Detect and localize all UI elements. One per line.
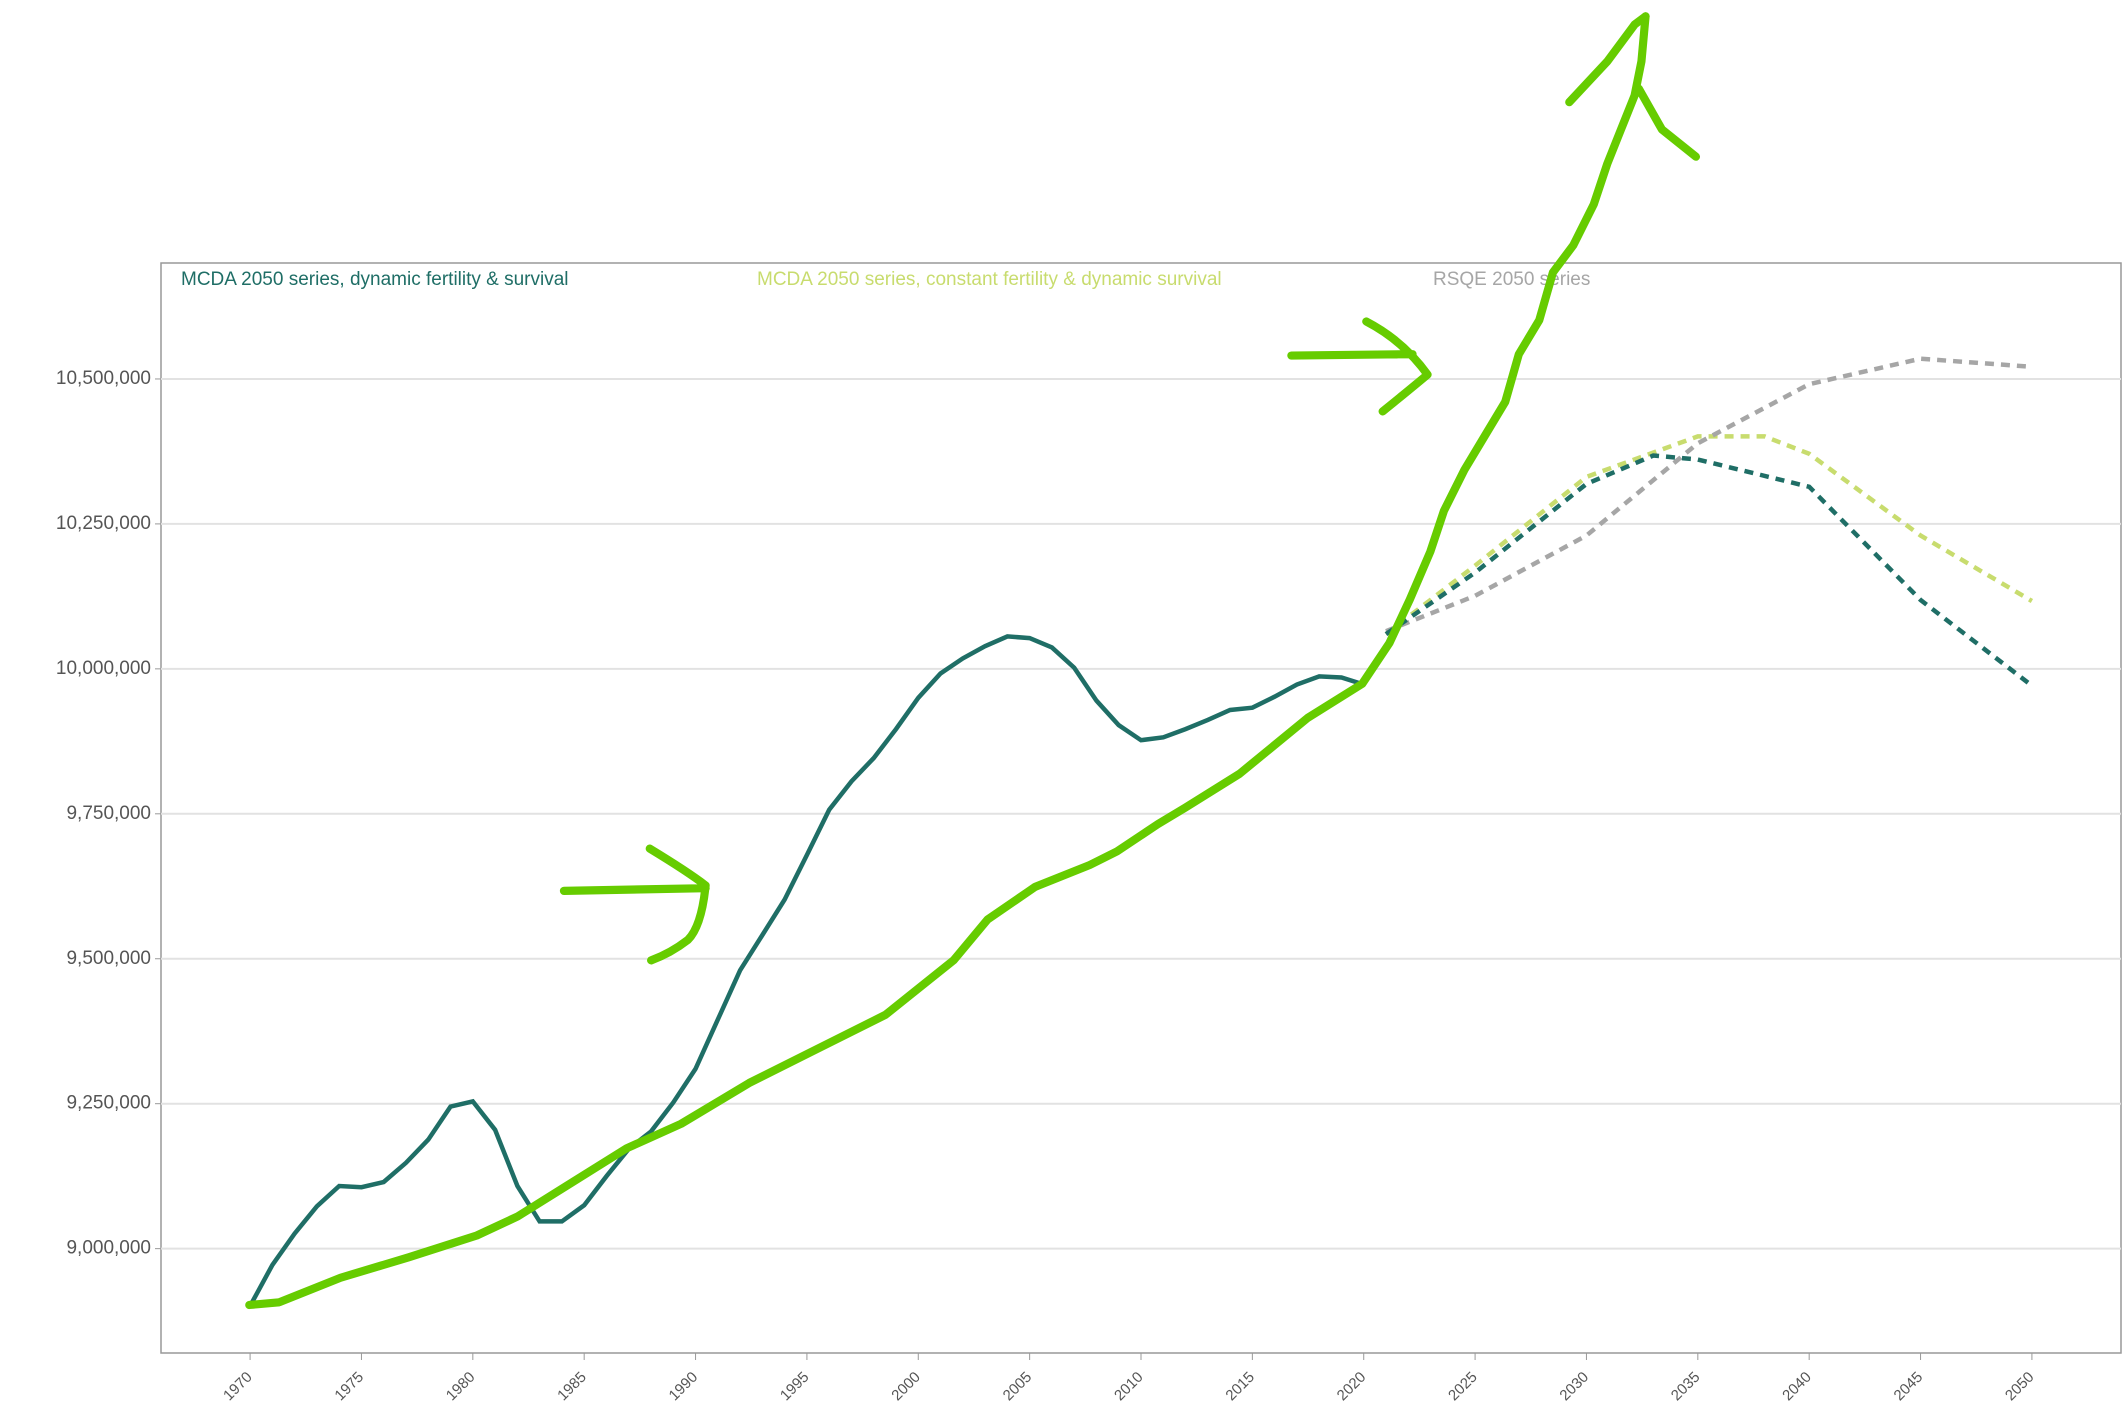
projection-line (1384, 453, 2034, 688)
x-tick-label: 2035 (1668, 1369, 1704, 1404)
x-tick-label: 2030 (1556, 1369, 1592, 1404)
x-tick-label: 1980 (443, 1369, 479, 1404)
y-tick-label: 9,250,000 (66, 1093, 151, 1114)
y-tick-label: 10,250,000 (56, 513, 151, 534)
x-tick-label: 2050 (2002, 1369, 2038, 1404)
x-tick-label: 2010 (1111, 1369, 1147, 1404)
legend-label: MCDA 2050 series, dynamic fertility & su… (181, 269, 569, 290)
hand-drawn-arrow (1287, 317, 1432, 416)
y-tick-label: 9,500,000 (66, 948, 151, 969)
x-tick-label: 1990 (666, 1369, 702, 1404)
x-tick-label: 2015 (1222, 1369, 1258, 1404)
x-tick-label: 1970 (220, 1369, 256, 1404)
x-tick-label: 2045 (1891, 1369, 1927, 1404)
legend-label: MCDA 2050 series, constant fertility & d… (757, 269, 1222, 290)
plot-frame (160, 262, 2122, 1354)
x-tick-label: 1995 (777, 1369, 813, 1404)
hand-drawn-arrow (559, 844, 710, 965)
series-line (1384, 434, 2034, 636)
x-tick-label: 2020 (1334, 1369, 1370, 1404)
y-tick-label: 10,500,000 (56, 368, 151, 389)
hand-drawn-arrowhead (1565, 12, 1701, 161)
x-tick-label: 2005 (1000, 1369, 1036, 1404)
x-tick-label: 2025 (1445, 1369, 1481, 1404)
x-tick-label: 1985 (554, 1369, 590, 1404)
x-tick-label: 2040 (1779, 1369, 1815, 1404)
x-tick-label: 1975 (331, 1369, 367, 1404)
x-tick-label: 2000 (888, 1369, 924, 1404)
hand-drawn-arrow (245, 12, 1650, 1310)
y-tick-label: 10,000,000 (56, 658, 151, 679)
y-tick-label: 9,750,000 (66, 803, 151, 824)
series-line (248, 634, 1365, 1308)
y-tick-label: 9,000,000 (66, 1238, 151, 1259)
hand-annotations (245, 12, 1701, 1310)
legend-label: RSQE 2050 series (1433, 269, 1590, 290)
